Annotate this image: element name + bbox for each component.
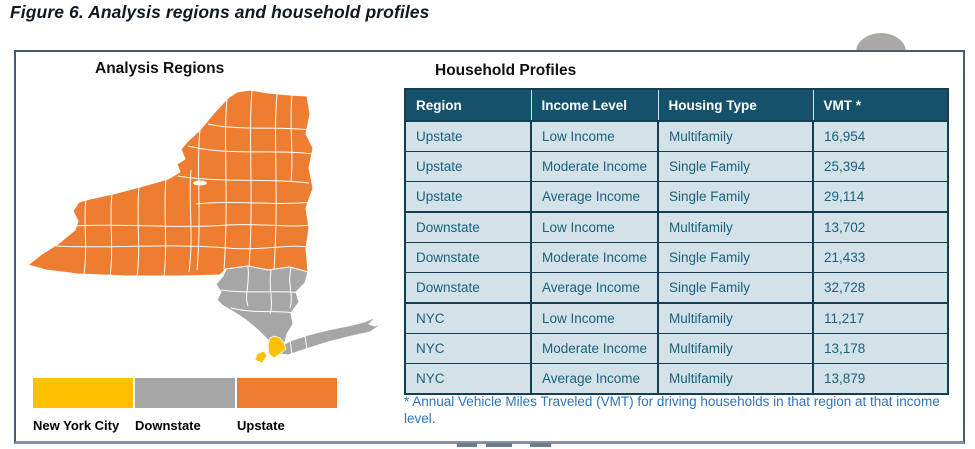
col-header-region: Region	[405, 89, 532, 122]
table-cell: Single Family	[657, 272, 814, 304]
new-york-state-map	[28, 89, 383, 364]
legend-label: Downstate	[135, 418, 201, 433]
table-cell: 16,954	[812, 120, 949, 152]
table-cell: Moderate Income	[530, 151, 659, 182]
table-cell: Low Income	[530, 211, 659, 243]
cropped-content-fragment	[486, 443, 512, 447]
table-row: Upstate Average Income Single Family 29,114	[404, 181, 949, 213]
table-cell: 13,702	[812, 211, 949, 243]
county-border-lines	[55, 90, 313, 276]
vmt-footnote: * Annual Vehicle Miles Traveled (VMT) fo…	[404, 394, 940, 426]
figure-caption: Figure 6. Analysis regions and household…	[10, 2, 430, 22]
table-cell: Average Income	[530, 272, 659, 304]
table-cell: 13,178	[812, 333, 949, 364]
table-cell: Upstate	[404, 120, 532, 152]
table-cell: Multifamily	[657, 120, 814, 152]
map-region-nyc	[267, 335, 287, 359]
long-island-county-lines	[289, 335, 308, 355]
map-region-nyc-staten-island	[254, 350, 268, 364]
table-cell: Moderate Income	[530, 333, 659, 364]
table-cell: Multifamily	[657, 363, 814, 395]
table-cell: Upstate	[404, 181, 532, 213]
table-cell: Low Income	[530, 302, 659, 334]
table-row: Downstate Moderate Income Single Family 21,…	[404, 242, 949, 273]
table-cell: Single Family	[657, 151, 814, 182]
table-cell: 25,394	[812, 151, 949, 182]
table-row: NYC Low Income Multifamily 11,217	[404, 302, 949, 334]
legend-swatch	[33, 378, 133, 408]
table-header-row: Region Income Level Housing Type VMT *	[405, 89, 948, 122]
table-cell: Multifamily	[657, 211, 814, 243]
table-cell: NYC	[404, 363, 532, 395]
col-header-income-level: Income Level	[531, 89, 659, 122]
table-cell: Low Income	[530, 120, 659, 152]
cropped-content-fragment	[457, 443, 477, 447]
col-header-housing-type: Housing Type	[658, 89, 814, 122]
table-row: NYC Average Income Multifamily 13,879	[404, 363, 949, 395]
table-cell: 29,114	[812, 181, 949, 213]
household-profiles-heading: Household Profiles	[435, 62, 577, 79]
table-cell: Multifamily	[657, 302, 814, 334]
table-cell: Multifamily	[657, 333, 814, 364]
table-cell: Upstate	[404, 151, 532, 182]
table-cell: NYC	[404, 302, 532, 334]
legend-swatch	[237, 378, 337, 408]
map-region-long-island	[277, 316, 383, 356]
legend-swatch	[135, 378, 235, 408]
legend-label: New York City	[33, 418, 120, 433]
downstate-county-lines	[220, 266, 305, 315]
household-profiles-table: Region Income Level Housing Type VMT * U…	[404, 88, 949, 395]
table-row: Upstate Low Income Multifamily 16,954	[404, 120, 949, 152]
table-cell: Single Family	[657, 242, 814, 273]
table-row: Upstate Moderate Income Single Family 25,39…	[404, 151, 949, 182]
table-row: NYC Moderate Income Multifamily 13,178	[404, 333, 949, 364]
table-cell: 32,728	[812, 272, 949, 304]
table-cell: 21,433	[812, 242, 949, 273]
map-legend-swatches	[33, 378, 337, 408]
table-cell: Average Income	[530, 363, 659, 395]
table-cell: Downstate	[404, 242, 532, 273]
table-row: Downstate Average Income Single Family 32,7…	[404, 272, 949, 304]
analysis-regions-heading: Analysis Regions	[95, 60, 225, 77]
table-cell: 11,217	[812, 302, 949, 334]
oneida-lake	[193, 180, 207, 186]
table-cell: NYC	[404, 333, 532, 364]
table-row: Downstate Low Income Multifamily 13,702	[404, 211, 949, 243]
figure-panel: Analysis Regions	[14, 50, 965, 444]
table-cell: Downstate	[404, 272, 532, 304]
table-cell: Single Family	[657, 181, 814, 213]
table-cell: Moderate Income	[530, 242, 659, 273]
map-legend-labels: New York City Downstate Upstate	[33, 418, 337, 433]
col-header-vmt: VMT *	[813, 89, 948, 122]
table-cell: Average Income	[530, 181, 659, 213]
table-cell: Downstate	[404, 211, 532, 243]
cropped-content-fragment	[530, 443, 551, 447]
legend-label: Upstate	[237, 418, 285, 433]
table-cell: 13,879	[812, 363, 949, 395]
